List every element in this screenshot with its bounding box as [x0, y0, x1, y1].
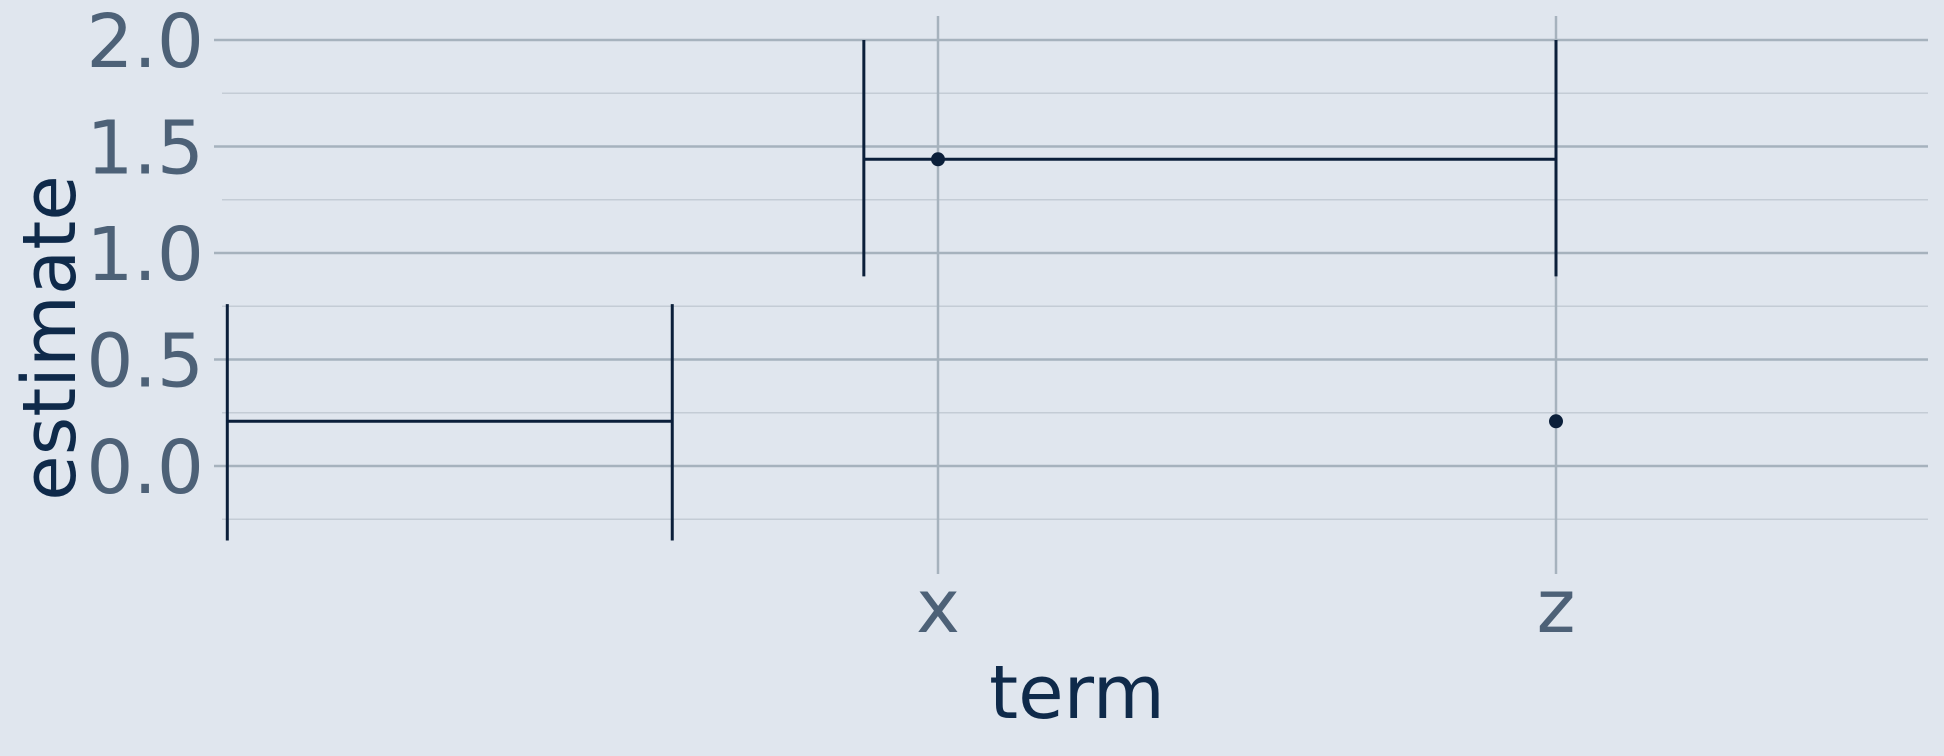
- grid: [214, 16, 1928, 574]
- data-point-x: [931, 152, 945, 167]
- y-axis-title: estimate: [7, 175, 93, 501]
- marks: [225, 40, 1563, 541]
- x-tick-label: x: [916, 564, 960, 650]
- y-tick-label: 0.5: [86, 319, 204, 405]
- y-tick-label: 1.0: [86, 212, 204, 298]
- y-tick-label: 2.0: [86, 0, 204, 85]
- ticks: 0.0 0.5 1.0 1.5 2.0 x z: [86, 0, 1575, 650]
- y-tick-label: 1.5: [86, 106, 204, 192]
- data-point-z: [1549, 414, 1563, 429]
- y-tick-label: 0.0: [86, 425, 204, 511]
- x-axis-title: term: [989, 650, 1165, 736]
- x-tick-label: z: [1537, 564, 1576, 650]
